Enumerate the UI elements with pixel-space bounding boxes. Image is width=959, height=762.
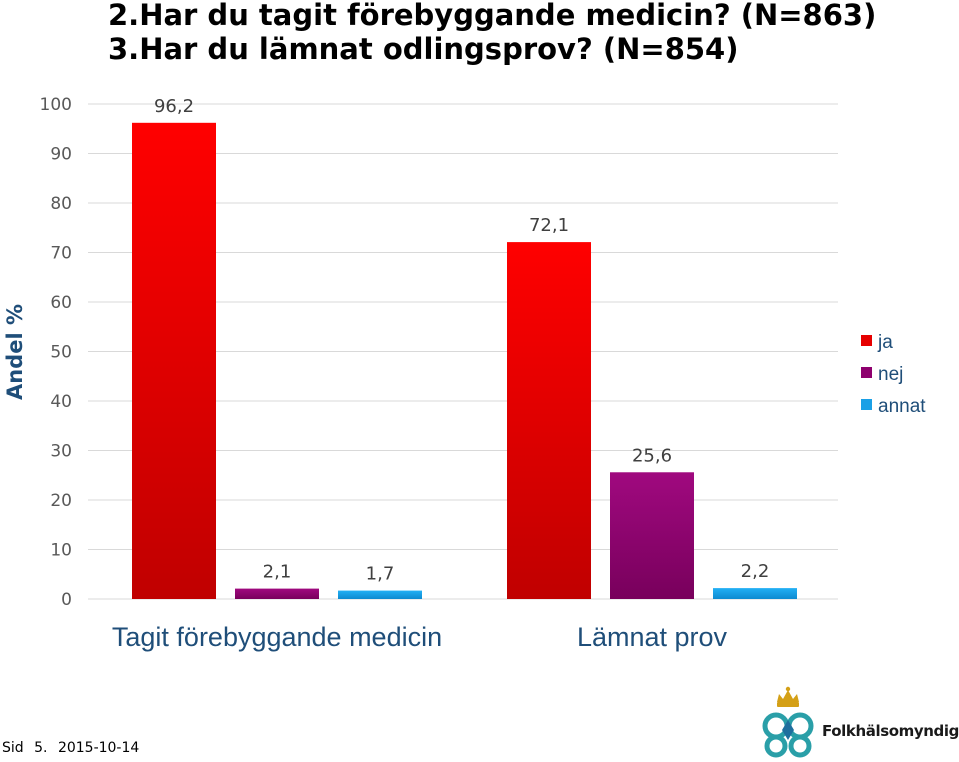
- category-label: Lämnat prov: [577, 622, 728, 652]
- y-tick-label: 30: [50, 442, 72, 462]
- data-label: 1,7: [366, 564, 395, 585]
- data-label: 2,2: [741, 561, 770, 582]
- bar-nej: [610, 472, 694, 599]
- legend-swatch-nej: [861, 367, 872, 378]
- legend: ja nej annat: [861, 332, 926, 417]
- legend-label-annat: annat: [878, 396, 926, 417]
- agency-logo-text: Folkhälsomyndigheten: [822, 722, 959, 740]
- y-axis-title: Andel %: [3, 304, 27, 400]
- data-label: 2,1: [263, 562, 292, 583]
- legend-label-ja: ja: [877, 332, 893, 353]
- x-axis: Tagit förebyggande medicin Lämnat prov: [112, 622, 728, 652]
- bar-nej: [235, 588, 319, 599]
- legend-swatch-annat: [861, 399, 872, 410]
- y-tick-label: 10: [50, 541, 72, 561]
- category-label: Tagit förebyggande medicin: [112, 622, 442, 652]
- y-tick-label: 90: [50, 145, 72, 165]
- y-tick-label: 40: [50, 392, 72, 412]
- data-label: 25,6: [632, 445, 672, 466]
- y-tick-label: 60: [50, 293, 72, 313]
- y-tick-label: 0: [61, 590, 72, 610]
- legend-swatch-ja: [861, 335, 872, 346]
- bar-annat: [338, 590, 422, 599]
- page-number: 5.: [34, 740, 48, 756]
- data-labels: 96,2 2,1 1,7 72,1 25,6 2,2: [154, 96, 769, 585]
- y-tick-label: 80: [50, 194, 72, 214]
- data-label: 72,1: [529, 215, 569, 236]
- legend-label-nej: nej: [878, 364, 903, 385]
- agency-logo: Folkhälsomyndigheten: [752, 686, 959, 758]
- y-tick-label: 20: [50, 491, 72, 511]
- crowned-knot-emblem-icon: [762, 686, 814, 758]
- footer: Sid 5. 2015-10-14: [2, 740, 145, 756]
- y-tick-label: 100: [40, 95, 72, 115]
- bars: [132, 122, 797, 600]
- bar-annat: [713, 588, 797, 599]
- bar-ja: [507, 242, 591, 600]
- y-tick-label: 70: [50, 244, 72, 264]
- footer-date: 2015-10-14: [57, 740, 140, 756]
- chart-title-line-2: 3.Har du lämnat odlingsprov? (N=854): [108, 32, 739, 66]
- bar-chart: 0 10 20 30 40 50 60 70 80 90 100 96,2 2,1 1,7 72,1 25,…: [3, 95, 926, 652]
- data-label: 96,2: [154, 96, 194, 117]
- y-tick-label: 50: [50, 343, 72, 363]
- chart-title-line-1: 2.Har du tagit förebyggande medicin? (N=…: [108, 0, 877, 32]
- bar-ja: [132, 122, 216, 599]
- page-label: Sid: [2, 740, 24, 756]
- y-axis: 0 10 20 30 40 50 60 70 80 90 100: [40, 95, 72, 610]
